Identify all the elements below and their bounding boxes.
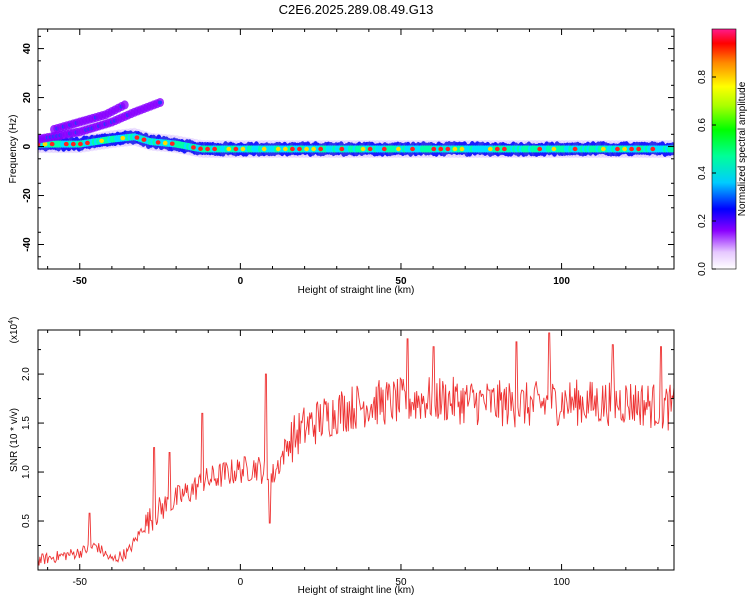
spectrogram-hot-cell xyxy=(134,135,140,140)
spectrogram-hot-cell xyxy=(63,141,69,147)
spectrogram-ytick-label: -20 xyxy=(22,188,33,203)
spectrogram-hot-cell xyxy=(261,146,267,152)
spectrogram-hot-cell xyxy=(459,146,465,152)
spectrogram-hot-cell xyxy=(367,146,373,152)
snr-panel: -50 0 50 100 0.5 1.0 1.5 2.0 Height of straight… xyxy=(8,317,675,596)
spectrogram-hot-cell xyxy=(629,146,634,152)
spectrogram-hot-cell xyxy=(304,146,309,152)
snr-ylabel: SNR (10 * v/v) xyxy=(9,408,20,472)
colorbar-tick-label: 0.2 xyxy=(697,214,708,228)
spectrogram-hot-cell xyxy=(318,146,324,152)
chart-title: C2E6.2025.289.08.49.G13 xyxy=(279,2,434,17)
spectrogram-hot-cell xyxy=(226,146,232,152)
spectrogram-core-cell xyxy=(669,145,674,153)
snr-xtick-label: -50 xyxy=(73,577,88,588)
spectrogram-ticks: -50 0 50 100 -40 -20 0 20 40 xyxy=(22,29,674,287)
spectrogram-hot-cell xyxy=(212,146,218,152)
spectrogram-ytick-label: 40 xyxy=(22,43,33,55)
spectrogram-ylabel: Frequency (Hz) xyxy=(8,115,19,184)
spectrogram-xtick-label: 50 xyxy=(395,276,407,287)
spectrogram-hot-cell xyxy=(275,146,281,152)
spectrogram-hot-cell xyxy=(494,146,500,152)
snr-scale-label: (x104) xyxy=(8,317,20,344)
colorbar-tick-label: 0.0 xyxy=(697,262,708,276)
spectrogram-hot-cell xyxy=(297,146,302,152)
spectrogram-hot-cell xyxy=(49,141,55,147)
spectrogram-hot-cell xyxy=(311,146,316,152)
spectrogram-hot-cell xyxy=(85,140,90,146)
spectrogram-frame xyxy=(37,28,675,270)
spectrogram-hot-cell xyxy=(240,146,246,152)
spectrogram-hot-cell xyxy=(572,146,578,152)
spectrogram-xlabel: Height of straight line (km) xyxy=(298,285,415,296)
spectrogram-marks xyxy=(38,97,674,158)
spectrogram-hot-cell xyxy=(636,146,642,152)
spectrogram-hot-cell xyxy=(622,146,627,152)
spectrogram-xtick-label: -50 xyxy=(73,276,88,287)
snr-scale-suffix: ) xyxy=(9,317,20,320)
spectrogram-hot-cell xyxy=(141,137,147,142)
spectrogram-hot-cell xyxy=(445,146,451,152)
spectrogram-hot-cell xyxy=(537,146,543,152)
colorbar-gradient xyxy=(711,28,737,270)
snr-ytick-label: 1.0 xyxy=(21,465,32,479)
colorbar-tick-label: 0.6 xyxy=(697,118,708,132)
colorbar-tick-label: 0.8 xyxy=(697,70,708,84)
spectrogram-hot-cell xyxy=(381,146,387,152)
spectrogram-harmonic-core xyxy=(158,100,163,105)
snr-xtick-label: 0 xyxy=(238,577,244,588)
spectrogram-hot-cell xyxy=(650,146,656,152)
spectrogram-hot-cell xyxy=(191,145,196,150)
spectrogram-hot-cell xyxy=(169,141,175,146)
spectrogram-xtick-label: 0 xyxy=(238,276,244,287)
spectrogram-hot-cell xyxy=(282,146,288,152)
spectrogram-hot-cell xyxy=(487,146,493,152)
snr-frame xyxy=(37,329,675,571)
spectrogram-hot-cell xyxy=(120,135,126,141)
colorbar-label: Normalized spectral amplitude xyxy=(737,81,748,216)
spectrogram-hot-cell xyxy=(600,146,606,152)
colorbar-tick-label: 0.4 xyxy=(697,166,708,180)
spectrogram-hot-cell xyxy=(551,146,557,152)
spectrogram-hot-cell xyxy=(99,138,104,143)
spectrogram-ytick-label: 0 xyxy=(22,143,33,149)
spectrogram-hot-cell xyxy=(452,146,458,152)
spectrogram-hot-cell xyxy=(198,146,203,151)
spectrogram-hot-cell xyxy=(396,146,401,152)
spectrogram-ytick-label: -40 xyxy=(22,237,33,252)
spectrogram-hot-cell xyxy=(615,146,620,152)
spectrogram-hot-cell xyxy=(438,146,444,152)
snr-xlabel: Height of straight line (km) xyxy=(298,585,415,596)
snr-ytick-label: 2.0 xyxy=(21,367,32,381)
snr-scale-exponent: 4 xyxy=(8,320,15,324)
spectrogram-xtick-label: 100 xyxy=(553,276,570,287)
colorbar: 0.0 0.2 0.4 0.6 0.8 Normalized spectral ampl… xyxy=(697,28,748,276)
spectrogram-ytick-label: 20 xyxy=(22,92,33,104)
spectrogram-hot-cell xyxy=(155,140,161,145)
spectrogram-hot-cell xyxy=(502,146,507,152)
spectrogram-harmonic-cell xyxy=(120,100,129,110)
snr-scale-prefix: (x10 xyxy=(9,323,20,343)
spectrogram-hot-cell xyxy=(70,141,76,147)
spectrogram-hot-cell xyxy=(431,146,437,152)
spectrogram-hot-cell xyxy=(360,146,366,152)
spectrogram-hot-cell xyxy=(233,146,239,152)
spectrogram-hot-cell xyxy=(410,146,415,152)
snr-ytick-label: 0.5 xyxy=(21,514,32,528)
snr-xtick-label: 50 xyxy=(395,577,407,588)
spectrogram-hot-cell xyxy=(339,146,345,152)
colorbar-ticks: 0.0 0.2 0.4 0.6 0.8 xyxy=(697,70,716,276)
spectrogram-hot-cell xyxy=(162,140,168,146)
spectrogram-hot-cell xyxy=(205,146,211,152)
snr-series-line xyxy=(38,332,674,566)
snr-ytick-label: 1.5 xyxy=(21,416,32,430)
snr-xtick-label: 100 xyxy=(553,577,570,588)
spectrogram-hot-cell xyxy=(78,141,83,147)
snr-ticks: -50 0 50 100 0.5 1.0 1.5 2.0 xyxy=(21,330,674,588)
spectrogram-panel: -50 0 50 100 -40 -20 0 20 40 Height of straight … xyxy=(8,28,675,296)
spectrogram-hot-cell xyxy=(42,141,48,147)
spectrogram-hot-cell xyxy=(290,146,295,152)
